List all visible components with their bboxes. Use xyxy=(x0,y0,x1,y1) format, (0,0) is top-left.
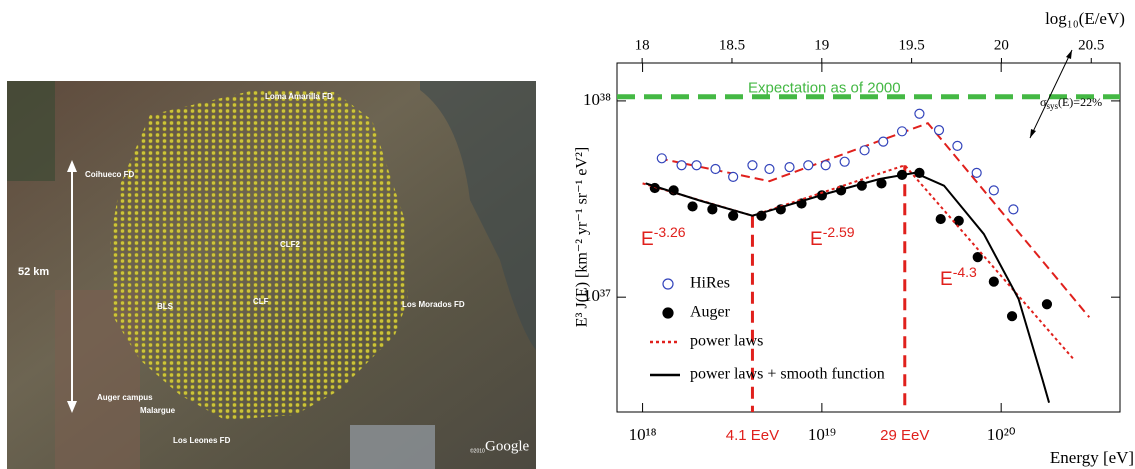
legend-marker xyxy=(663,279,673,289)
data-point xyxy=(748,161,757,170)
x2-tick-label: 18 xyxy=(635,37,650,53)
figure: Energy [eV] log₁₀(E/eV) E³ J(E) [km⁻² yr… xyxy=(0,0,1135,469)
map-label: Los Leones FD xyxy=(173,436,231,445)
y-tick-label: 10³⁸ xyxy=(583,90,611,109)
map-label: Google xyxy=(485,438,530,454)
terrain-patch xyxy=(350,425,435,469)
data-point xyxy=(898,127,907,136)
legend-label: Auger xyxy=(690,304,731,321)
legend-label: power laws + smooth function xyxy=(690,366,885,383)
x2-tick-label: 19.5 xyxy=(898,37,924,53)
map-label: CLF2 xyxy=(280,240,301,249)
legend-marker xyxy=(663,308,673,318)
map-label: Loma Amarilla FD xyxy=(265,92,333,101)
plot-frame xyxy=(617,63,1120,412)
x-tick-label: 10¹⁸ xyxy=(629,425,657,444)
data-point xyxy=(729,211,738,220)
sys-rest: (E)=22% xyxy=(1058,95,1102,109)
data-point xyxy=(677,161,686,170)
annotation: E-3.26 xyxy=(641,224,686,250)
sys-subscript: sys xyxy=(1046,101,1058,111)
data-point xyxy=(821,161,830,170)
map-label: BLS xyxy=(157,302,174,311)
map-label: 52 km xyxy=(18,266,49,278)
map xyxy=(7,81,536,469)
data-point xyxy=(688,202,697,211)
data-point xyxy=(860,146,869,155)
data-point xyxy=(711,164,720,173)
data-point xyxy=(936,215,945,224)
data-point xyxy=(708,205,717,214)
annotation: E-2.59 xyxy=(810,224,855,250)
annotation-base: E xyxy=(810,229,823,250)
map-label: Auger campus xyxy=(97,393,153,402)
x-tick-label: 10¹⁹ xyxy=(808,425,836,444)
data-point xyxy=(840,157,849,166)
annotation-exponent: -4.3 xyxy=(953,264,977,280)
x2-axis-label: log₁₀(E/eV) xyxy=(1045,9,1125,28)
data-point xyxy=(729,172,738,181)
data-point xyxy=(915,109,924,118)
data-point xyxy=(804,161,813,170)
annotation-exponent: -3.26 xyxy=(654,224,686,240)
data-point xyxy=(1042,300,1051,309)
data-point xyxy=(879,137,888,146)
vertical-line-label: 29 EeV xyxy=(880,427,929,444)
annotation-exponent: -2.59 xyxy=(823,224,855,240)
map-label: CLF xyxy=(253,297,269,306)
data-point xyxy=(954,216,963,225)
arrow-head xyxy=(1066,50,1072,59)
map-label: ©2010 xyxy=(470,447,485,454)
data-point xyxy=(1009,205,1018,214)
annotation-base: E xyxy=(940,269,953,290)
data-point xyxy=(657,154,666,163)
arrow-head xyxy=(1030,129,1036,138)
data-point xyxy=(1008,312,1017,321)
data-point xyxy=(785,163,794,172)
legend-label: HiRes xyxy=(690,275,730,292)
map-label: Malargue xyxy=(140,406,176,415)
data-point xyxy=(934,126,943,135)
data-point xyxy=(989,186,998,195)
y-tick-label: 10³⁷ xyxy=(583,286,611,305)
reference-label: Expectation as of 2000 xyxy=(748,80,901,97)
terrain-patch xyxy=(7,81,55,181)
x2-tick-label: 19 xyxy=(814,37,829,53)
x2-tick-label: 18.5 xyxy=(719,37,745,53)
vertical-line-label: 4.1 EeV xyxy=(726,427,779,444)
map-label: Coihueco FD xyxy=(85,170,135,179)
x-axis-label: Energy [eV] xyxy=(1050,448,1134,467)
x-tick-label: 10²⁰ xyxy=(987,425,1016,444)
x2-tick-label: 20 xyxy=(994,37,1009,53)
map-label: Los Morados FD xyxy=(402,300,465,309)
data-point xyxy=(989,277,998,286)
data-point xyxy=(953,141,962,150)
data-point xyxy=(765,164,774,173)
annotation: E-4.3 xyxy=(940,264,977,290)
data-point xyxy=(692,161,701,170)
data-point xyxy=(972,168,981,177)
series-line xyxy=(643,165,1074,359)
x2-tick-label: 20.5 xyxy=(1078,37,1104,53)
annotation-base: E xyxy=(641,229,654,250)
legend-label: power laws xyxy=(690,333,763,350)
